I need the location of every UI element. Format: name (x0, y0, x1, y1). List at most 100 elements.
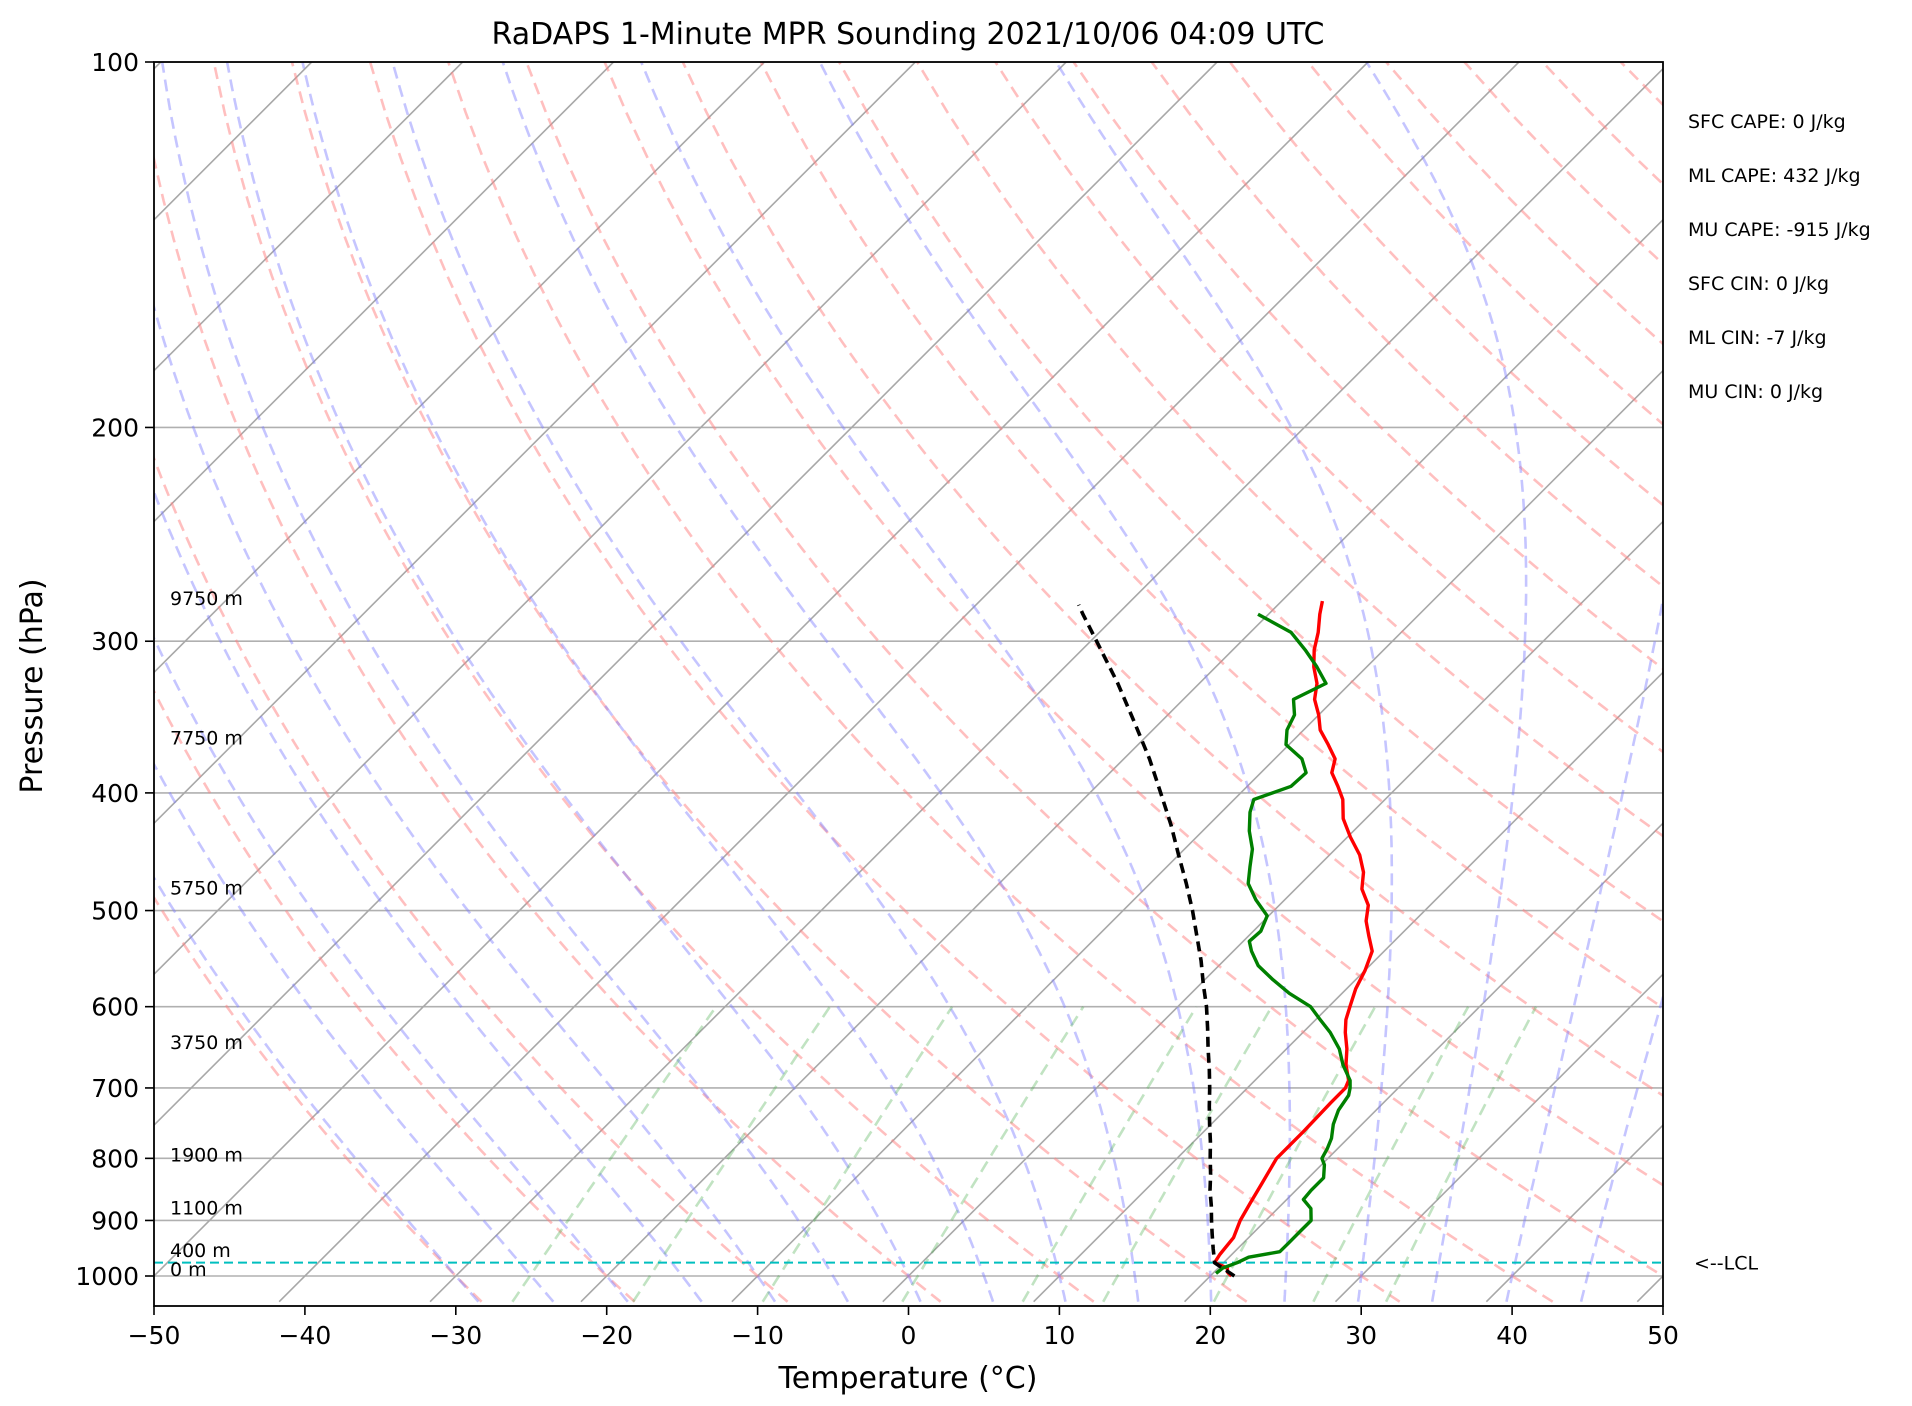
dry-adiabat (916, 62, 1663, 838)
dry-adiabat (603, 62, 1663, 1187)
stat-line: MU CIN: 0 J/kg (1688, 381, 1823, 403)
moist-adiabat (1365, 62, 1528, 1302)
moist-adiabat (225, 62, 922, 1303)
isotherm-line (1184, 822, 1663, 1303)
dry-adiabat (368, 62, 1401, 1303)
isotherm-line (278, 62, 1520, 1303)
mixing-ratio-line (1212, 1006, 1377, 1303)
dry-adiabat (1306, 62, 1663, 426)
dry-adiabat (212, 62, 1095, 1303)
moist-adiabat (154, 635, 629, 1303)
isotherm-line (154, 62, 916, 825)
y-tick-label: 200 (91, 413, 139, 442)
moist-adiabat (639, 62, 1213, 1302)
x-tick-label: 0 (901, 1321, 917, 1350)
height-labels: 9750 m 7750 m 5750 m 3750 m 1900 m 1100 m 400 … (170, 588, 243, 1281)
y-axis-ticks: 100 200 300 400 500 600 700 800 900 1000 (75, 48, 154, 1291)
y-tick-label: 900 (91, 1206, 139, 1235)
dewpoint-line (1214, 612, 1352, 1275)
moist-adiabat (154, 761, 555, 1303)
moist-adiabat (301, 62, 995, 1303)
parcel-line (1077, 604, 1236, 1278)
y-tick-label: 400 (91, 779, 139, 808)
dry-adiabat (154, 153, 942, 1303)
x-tick-label: −10 (731, 1321, 784, 1350)
moist-adiabat (1054, 62, 1394, 1302)
moist-adiabat (154, 488, 703, 1303)
dry-adiabat (290, 62, 1248, 1303)
dry-adiabat (1619, 62, 1663, 107)
moist-adiabat (154, 302, 777, 1303)
x-axis-label: Temperature (°C) (778, 1361, 1038, 1396)
stat-line: ML CAPE: 432 J/kg (1688, 165, 1861, 187)
height-label: 7750 m (170, 728, 243, 750)
isotherm-line (154, 62, 1369, 1278)
chart-title: RaDAPS 1-Minute MPR Sounding 2021/10/06 … (492, 17, 1325, 52)
dry-adiabat-lines (154, 62, 1912, 1303)
dry-adiabat (1150, 62, 1663, 589)
isotherm-line (154, 62, 464, 372)
isotherm-line (1788, 62, 1912, 1302)
dry-adiabat (154, 688, 636, 1303)
dry-adiabat (1699, 62, 1912, 1302)
height-label: 0 m (170, 1259, 207, 1281)
y-tick-label: 500 (91, 897, 139, 926)
dry-adiabat (154, 895, 483, 1303)
y-axis-label: Pressure (hPa) (15, 578, 50, 793)
height-label: 3750 m (170, 1032, 243, 1054)
height-label: 9750 m (170, 588, 243, 610)
moist-adiabat (818, 62, 1292, 1302)
isotherm-line (154, 62, 1218, 1127)
moist-adiabat (1579, 992, 1663, 1303)
x-tick-label: −50 (128, 1321, 181, 1350)
isotherm-lines (0, 62, 1912, 1303)
moist-adiabat (160, 62, 850, 1303)
plot-area: 9750 m 7750 m 5750 m 3750 m 1900 m 1100 m 400 … (0, 62, 1912, 1303)
lcl-label: <--LCL (1694, 1253, 1758, 1275)
height-label: 1100 m (170, 1198, 243, 1220)
dry-adiabat (994, 62, 1663, 754)
dry-adiabat (525, 62, 1663, 1278)
x-tick-label: 20 (1194, 1321, 1226, 1350)
sounding-series (1077, 600, 1374, 1278)
moist-adiabat (391, 62, 1067, 1303)
isotherm-line (154, 62, 615, 523)
x-tick-label: 10 (1043, 1321, 1075, 1350)
stat-line: MU CAPE: -915 J/kg (1688, 219, 1871, 241)
height-label: 1900 m (170, 1145, 243, 1167)
isotherm-line (1636, 1274, 1663, 1303)
height-label: 5750 m (170, 877, 243, 899)
dry-adiabat (447, 62, 1554, 1303)
dry-adiabat (837, 62, 1663, 923)
moist-adiabat-lines (154, 62, 1663, 1303)
x-tick-label: −30 (429, 1321, 482, 1350)
x-tick-label: −40 (279, 1321, 332, 1350)
x-tick-label: 50 (1647, 1321, 1679, 1350)
plot-frame (153, 61, 1664, 1307)
mixing-ratio-line (1312, 1006, 1470, 1303)
dry-adiabat (1463, 62, 1663, 266)
dry-adiabat (681, 62, 1663, 1098)
moist-adiabat (1505, 592, 1663, 1302)
mixing-ratio-line (511, 1005, 718, 1303)
mixing-ratio-line (1021, 1006, 1198, 1303)
isotherm-line (1485, 1123, 1663, 1303)
dry-adiabat (1541, 62, 1663, 186)
isotherm-line (731, 369, 1663, 1303)
stat-line: ML CIN: -7 J/kg (1688, 327, 1827, 349)
mixing-ratio-lines (511, 1005, 1538, 1303)
stats-panel: SFC CAPE: 0 J/kg ML CAPE: 432 J/kg MU CAPE… (1688, 111, 1871, 403)
y-tick-label: 1000 (75, 1262, 139, 1291)
isotherm-line (1033, 671, 1663, 1303)
dry-adiabat (154, 455, 789, 1303)
y-tick-label: 300 (91, 627, 139, 656)
y-tick-label: 800 (91, 1144, 139, 1173)
isotherm-line (882, 520, 1663, 1303)
isotherm-line (0, 62, 10, 1302)
height-label: 400 m (170, 1240, 231, 1262)
isotherm-line (154, 62, 1067, 976)
isotherm-line (154, 62, 765, 674)
y-tick-label: 100 (91, 48, 139, 77)
dry-adiabat (1072, 62, 1663, 671)
